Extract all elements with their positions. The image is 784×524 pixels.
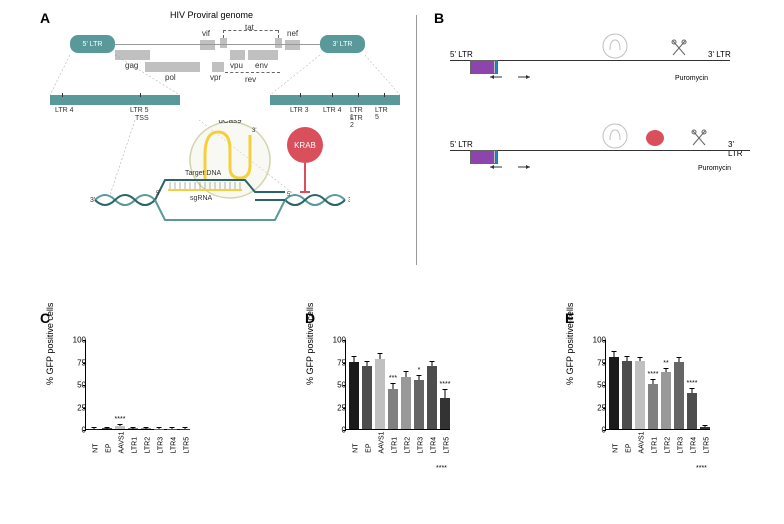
ltr4-marker-r: LTR 4 xyxy=(323,107,342,114)
svg-text:sgRNA: sgRNA xyxy=(190,195,213,202)
chart-d: ********NTEPAAVS1LTR1LTR2LTR3LTR4LTR5025… xyxy=(315,330,455,465)
mechanism-svg: dCas9 Target DNA sgRNA KRAB 3' 3' 5' 5' … xyxy=(90,120,350,260)
tat-line-r xyxy=(278,30,279,38)
svg-text:5': 5' xyxy=(287,192,291,198)
svg-text:3': 3' xyxy=(348,197,350,204)
ltr5-marker: LTR 5 xyxy=(130,107,149,114)
genome-line xyxy=(115,44,320,45)
c1-ltr5: 5' LTR xyxy=(450,50,473,59)
construct-box-spacer xyxy=(470,150,494,164)
tick3 xyxy=(300,93,301,97)
svg-text:Target DNA: Target DNA xyxy=(185,170,222,177)
vertical-divider xyxy=(416,15,417,265)
tick4 xyxy=(332,93,333,97)
c2-puro: Puromycin xyxy=(698,165,731,172)
ltr4-marker: LTR 4 xyxy=(55,107,74,114)
svg-text:3': 3' xyxy=(90,197,95,204)
tick2 xyxy=(140,93,141,97)
ltr2-marker-r: LTR 2 xyxy=(350,115,363,129)
tat-line-l xyxy=(223,30,224,38)
nef-label: nef xyxy=(287,29,298,38)
svg-text:3': 3' xyxy=(252,128,256,134)
c1-puro: Puromycin xyxy=(675,75,708,82)
c1-scissors-icon xyxy=(670,38,690,60)
chart-c: ****NTEPAAVS1LTR1LTR2LTR3LTR4LTR50255075… xyxy=(55,330,195,465)
panel-b-label: B xyxy=(434,10,444,26)
construct-box-spacer xyxy=(470,60,494,74)
tick1 xyxy=(62,93,63,97)
ltr5-marker-r: LTR 5 xyxy=(375,107,388,121)
tat-line xyxy=(223,30,278,31)
tat-box2 xyxy=(275,38,282,48)
panel-a-label: A xyxy=(40,10,50,26)
c1-ltr3: 3' LTR xyxy=(708,50,731,59)
expand-lines xyxy=(50,50,400,100)
chart-e: **********NTEPAAVS1LTR1LTR2LTR3LTR4LTR50… xyxy=(575,330,715,465)
c2-dcas9-icon xyxy=(600,122,630,150)
c1-arrows xyxy=(490,74,540,84)
c2-krab-icon xyxy=(645,128,665,148)
svg-text:dCas9: dCas9 xyxy=(218,120,242,125)
tat-box1 xyxy=(220,38,227,48)
tick5 xyxy=(358,93,359,97)
c2-arrows xyxy=(490,164,540,174)
c2-ltr3: 3' LTR xyxy=(728,140,750,158)
ltr3-marker-r: LTR 3 xyxy=(290,107,309,114)
nef-box xyxy=(285,40,300,50)
c2-ltr5: 5' LTR xyxy=(450,140,473,149)
vif-box xyxy=(200,40,215,50)
c2-scissors-icon xyxy=(690,128,710,150)
svg-text:5': 5' xyxy=(156,191,160,197)
tick6 xyxy=(384,93,385,97)
svg-text:KRAB: KRAB xyxy=(294,141,316,150)
c1-dcas9-icon xyxy=(600,32,630,60)
panel-a-title: HIV Proviral genome xyxy=(170,10,253,20)
vif-label: vif xyxy=(202,29,210,38)
